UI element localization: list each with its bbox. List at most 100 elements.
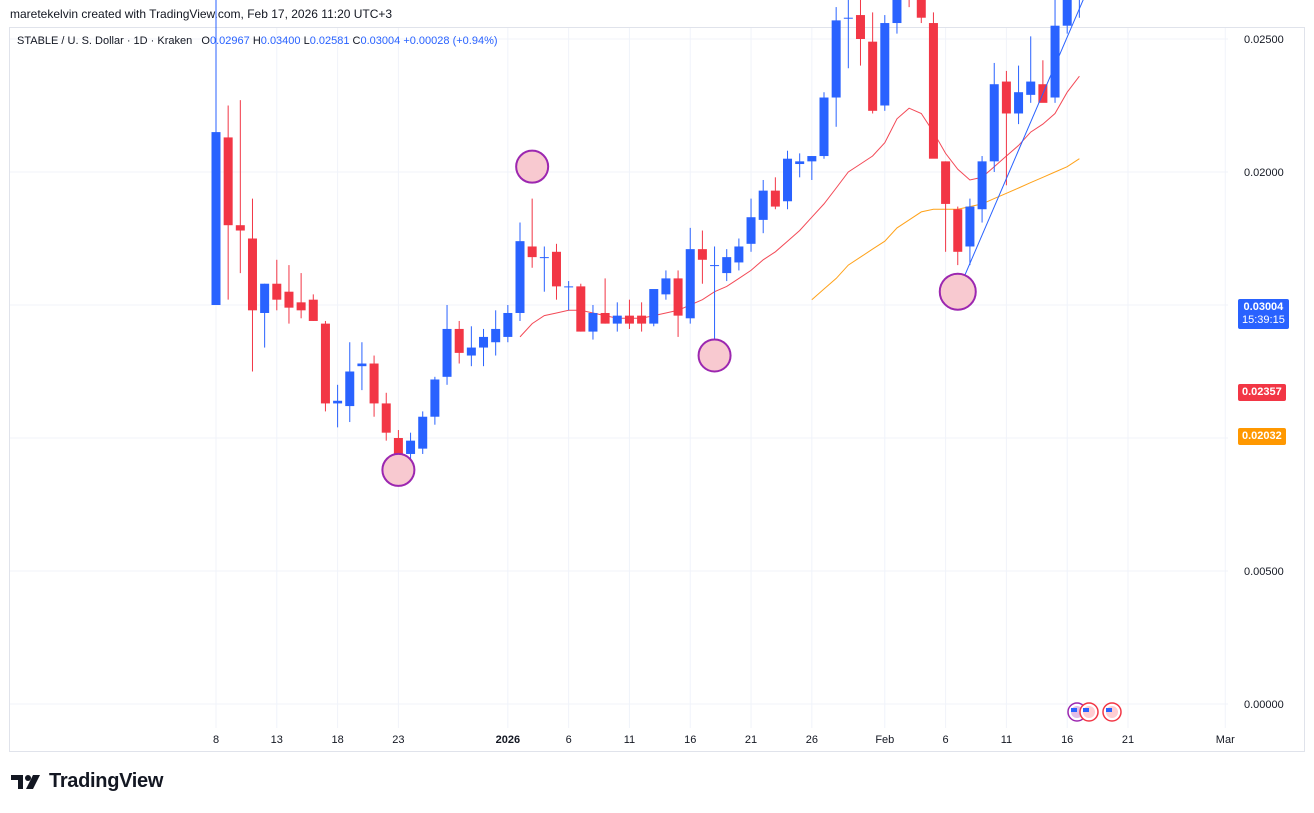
candle (819, 92, 829, 159)
event-markers (1067, 702, 1122, 722)
highlight-circle (515, 149, 550, 184)
candle-body (430, 379, 440, 417)
candle (284, 265, 294, 324)
x-tick-label: 16 (684, 734, 696, 746)
candle-body (211, 132, 221, 305)
candle-body (491, 328, 501, 343)
candle-body (260, 283, 270, 313)
candle (430, 376, 440, 425)
candle (320, 320, 330, 412)
tradingview-brand[interactable]: TradingView (11, 770, 163, 793)
candle (527, 198, 537, 268)
low-label: L (303, 35, 310, 47)
candle-body (588, 312, 598, 332)
drawings: $$$ (381, 0, 1084, 487)
candle-body (661, 278, 671, 295)
candle (908, 0, 910, 8)
us-flag-icon (1102, 702, 1122, 722)
candle-body (819, 97, 829, 157)
x-tick-label: 13 (271, 734, 283, 746)
candle (734, 238, 744, 271)
candle-body (697, 249, 707, 260)
x-tick-label: 23 (392, 734, 404, 746)
highlight-circle (697, 338, 732, 373)
x-tick-label: 26 (806, 734, 818, 746)
candle-body (989, 84, 999, 162)
x-tick-label: 6 (566, 734, 572, 746)
price-axis: 0.000000.005000.010000.015000.020000.025… (1244, 34, 1284, 711)
high-value: 0.03400 (260, 35, 301, 47)
last-price-tag: 0.03004 15:39:15 (1238, 299, 1289, 329)
candle-body (369, 363, 379, 404)
candle-body (977, 161, 987, 210)
candle-body (466, 347, 476, 356)
candle-body (247, 238, 257, 311)
candle (637, 302, 647, 332)
y-tick-label: 0.02000 (1244, 167, 1284, 179)
candle (515, 222, 525, 321)
candle-body (1026, 81, 1036, 95)
candle (1014, 65, 1024, 125)
candle (649, 289, 659, 327)
candle (345, 342, 355, 423)
highlight-circle (938, 272, 977, 311)
candle-body (564, 286, 574, 288)
candle (928, 12, 938, 159)
candle-body (928, 23, 938, 159)
candle-body (734, 246, 744, 263)
ma-orange-value: 0.02032 (1242, 430, 1282, 442)
candle (235, 100, 245, 274)
candle-body (551, 251, 561, 287)
candle (1062, 0, 1072, 34)
candle-body (795, 161, 805, 165)
brand-name: TradingView (49, 770, 164, 792)
candle (223, 105, 233, 300)
candle-body (527, 246, 537, 258)
candle (454, 320, 464, 364)
candle (843, 0, 853, 69)
candle (1050, 0, 1060, 103)
candle (868, 12, 878, 114)
candle-body (515, 241, 525, 313)
x-tick-label: 16 (1061, 734, 1073, 746)
candle (697, 230, 707, 284)
candle-body (624, 315, 634, 324)
candle (977, 156, 987, 223)
candle (758, 179, 768, 234)
candle-body (868, 41, 878, 111)
candle (357, 342, 367, 391)
trend-line (957, 0, 1084, 292)
y-tick-label: 0.00500 (1244, 566, 1284, 578)
ma-orange-tag: 0.02032 (1238, 428, 1286, 445)
candle (892, 0, 902, 34)
candle (564, 281, 574, 311)
candle (479, 328, 489, 367)
symbol-legend[interactable]: STABLE / U. S. Dollar · 1D · Kraken O 0.0… (17, 35, 498, 47)
candle-body (1062, 0, 1072, 26)
candle (965, 198, 975, 266)
last-price-value: 0.03004 (1243, 301, 1284, 313)
candle-body (880, 23, 890, 106)
candle (746, 198, 756, 252)
candle-body (673, 278, 683, 316)
candle (722, 249, 732, 282)
candle-body (916, 0, 926, 18)
x-tick-label: 21 (1122, 734, 1134, 746)
candle-body (1014, 92, 1024, 114)
symbol-name: STABLE / U. S. Dollar · 1D · Kraken (17, 35, 193, 47)
close-label: C (352, 35, 361, 47)
open-label: O (201, 35, 210, 47)
candle-body (649, 289, 659, 324)
ma-red-tag: 0.02357 (1238, 384, 1286, 401)
chart-frame (9, 27, 1305, 752)
candle-body (272, 283, 282, 300)
candle (673, 270, 683, 337)
candle (624, 299, 634, 329)
candle (916, 0, 926, 24)
candle-body (503, 312, 513, 337)
candle (272, 259, 282, 311)
candle (503, 305, 513, 343)
candle (588, 305, 598, 340)
tradingview-logo-icon (11, 774, 40, 789)
